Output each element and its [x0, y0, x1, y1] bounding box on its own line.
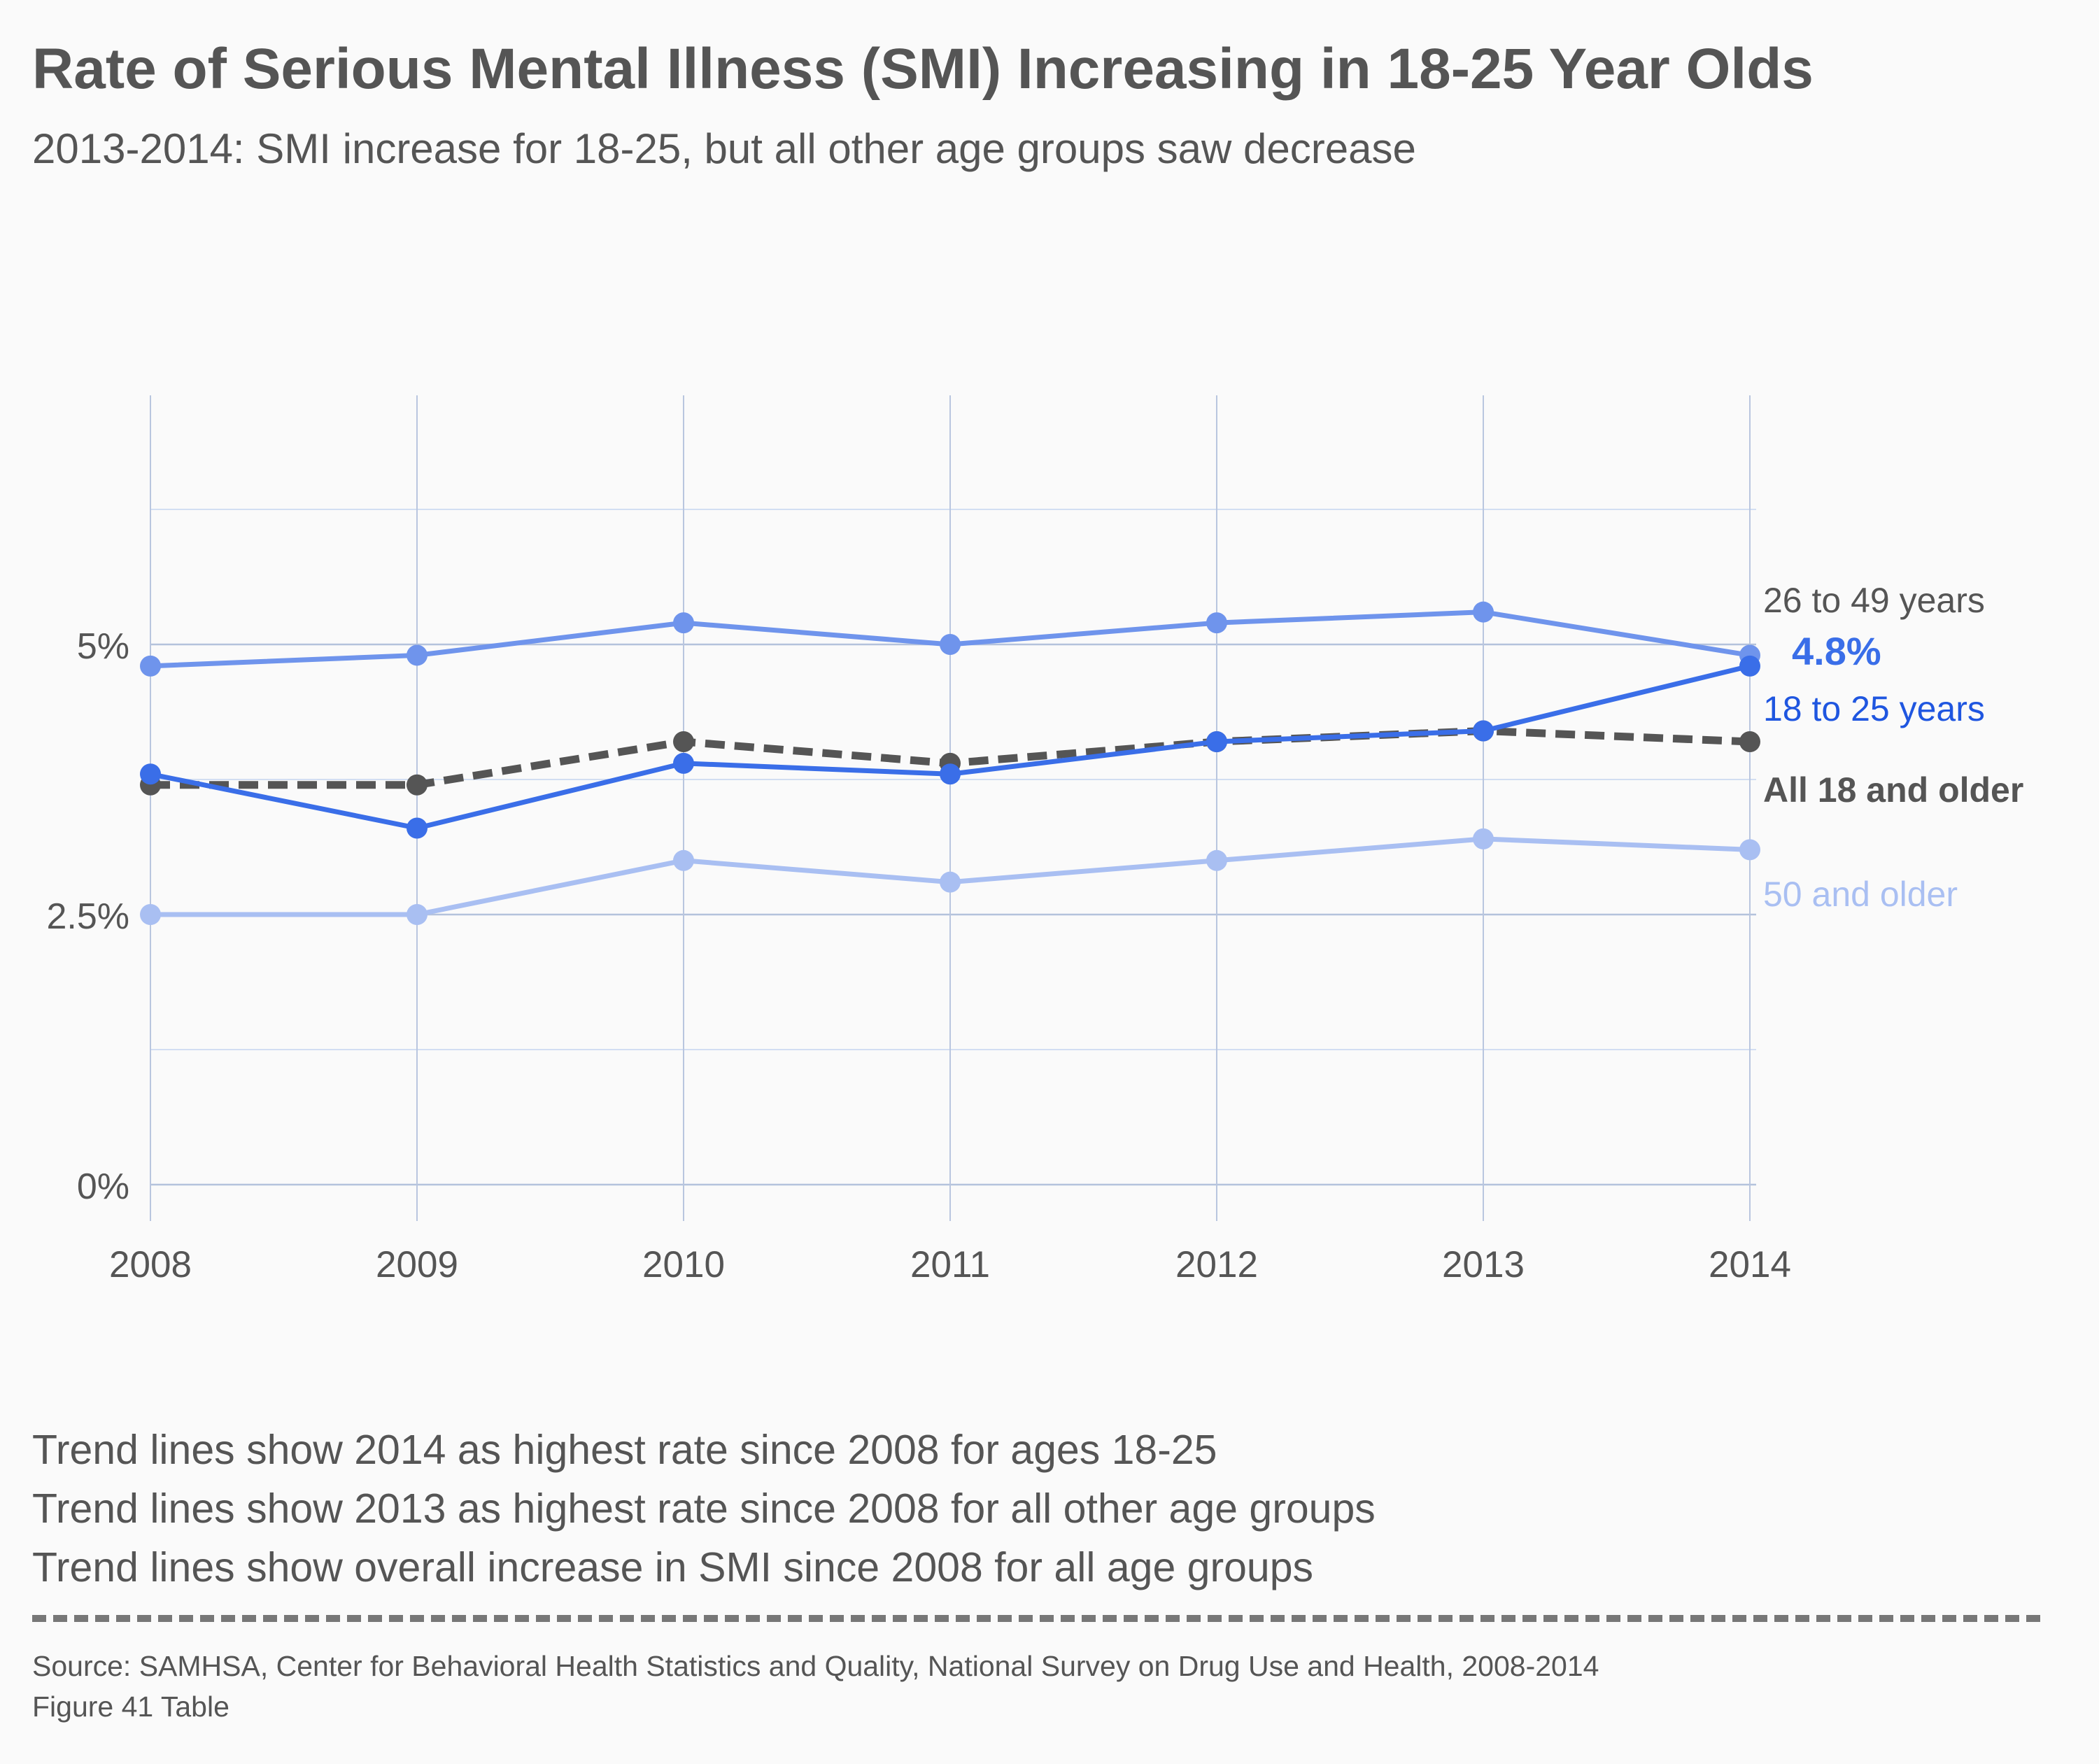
data-point — [940, 763, 961, 785]
y-tick-label: 0% — [77, 1166, 129, 1207]
figure-label: Figure 41 Table — [32, 1691, 229, 1723]
x-tick-label: 2008 — [109, 1244, 192, 1285]
data-point — [1739, 839, 1760, 861]
data-point — [140, 904, 161, 925]
x-tick-label: 2011 — [910, 1244, 990, 1285]
data-point — [1206, 849, 1227, 871]
x-tick-label: 2014 — [1709, 1244, 1791, 1285]
x-tick-label: 2013 — [1442, 1244, 1525, 1285]
y-tick-label: 5% — [77, 626, 129, 667]
data-point — [1206, 731, 1227, 752]
x-tick-label: 2009 — [376, 1244, 458, 1285]
series-18-to-25-years — [140, 655, 1760, 839]
data-point — [673, 752, 694, 774]
source-line: Source: SAMHSA, Center for Behavioral He… — [32, 1650, 1599, 1682]
data-point — [407, 904, 427, 925]
data-point — [1206, 612, 1227, 634]
axes: 0% 2.5% 5% 2008 2009 2010 2011 2012 2013 2014 — [46, 626, 1790, 1285]
data-point — [407, 644, 427, 666]
data-point — [140, 763, 161, 785]
series-label-18-to-25-years: 18 to 25 years — [1763, 689, 1985, 728]
data-point — [673, 731, 694, 752]
data-point — [1739, 731, 1760, 752]
grid — [150, 395, 1756, 1221]
note-3: Trend lines show overall increase in SMI… — [32, 1544, 1314, 1590]
x-tick-label: 2012 — [1175, 1244, 1258, 1285]
note-2: Trend lines show 2013 as highest rate si… — [32, 1486, 1376, 1532]
series-26-to-49-years — [140, 601, 1760, 677]
series-label-50-and-older: 50 and older — [1763, 875, 1958, 914]
chart-title: Rate of Serious Mental Illness (SMI) Inc… — [32, 37, 1814, 101]
data-point — [1739, 655, 1760, 677]
data-point — [940, 634, 961, 655]
data-point — [673, 612, 694, 634]
line-chart: 0% 2.5% 5% 2008 2009 2010 2011 2012 2013 2014 26 … — [46, 395, 2023, 1285]
notes: Trend lines show 2014 as highest rate si… — [32, 1420, 1376, 1597]
data-point — [1473, 828, 1494, 849]
data-point — [1473, 720, 1494, 742]
data-point — [940, 871, 961, 893]
series-label-all-18-and-older: All 18 and older — [1763, 770, 2023, 810]
value-annotation: 4.8% — [1792, 629, 1881, 673]
data-point — [1473, 601, 1494, 623]
y-tick-label: 2.5% — [46, 896, 129, 937]
data-point — [407, 817, 427, 839]
x-tick-label: 2010 — [642, 1244, 725, 1285]
series-label-26-to-49-years: 26 to 49 years — [1763, 581, 1985, 620]
data-point — [673, 849, 694, 871]
series-50-and-older — [140, 828, 1760, 925]
note-1: Trend lines show 2014 as highest rate si… — [32, 1427, 1217, 1473]
divider — [32, 1615, 2040, 1622]
chart-subtitle: 2013-2014: SMI increase for 18-25, but a… — [32, 125, 1416, 172]
series-group — [140, 601, 1760, 925]
data-point — [407, 774, 427, 796]
source-note: Source: SAMHSA, Center for Behavioral He… — [32, 1646, 1599, 1727]
series-labels: 26 to 49 years 50 and older All 18 and old… — [1763, 581, 2023, 914]
data-point — [140, 655, 161, 677]
